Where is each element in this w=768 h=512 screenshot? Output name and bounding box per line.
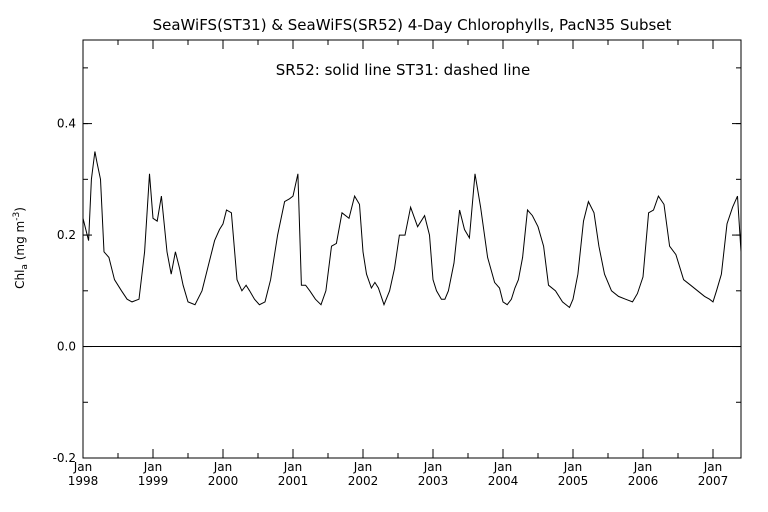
x-tick-year-label: 2005 — [558, 474, 589, 488]
y-tick-label: 0.4 — [57, 117, 76, 131]
x-tick-month-label: Jan — [563, 460, 583, 474]
series-layer — [82, 151, 742, 309]
y-axis-label-unit-close: ) — [13, 207, 27, 212]
x-tick-year-label: 1999 — [138, 474, 169, 488]
x-tick-year-label: 2006 — [628, 474, 659, 488]
plot-area: SR52: solid line ST31: dashed line -0.2 0… — [53, 39, 742, 488]
x-tick-month-label: Jan — [703, 460, 723, 474]
x-tick-year-label: 2003 — [418, 474, 449, 488]
y-axis-ticks: -0.2 0.0 0.2 0.4 — [53, 67, 741, 465]
x-tick-year-label: 2007 — [698, 474, 729, 488]
x-tick-year-label: 2000 — [208, 474, 239, 488]
x-tick-month-label: Jan — [353, 460, 373, 474]
x-tick-month-label: Jan — [73, 460, 93, 474]
x-axis-ticks: Jan1998Jan1999Jan2000Jan2001Jan2002Jan20… — [68, 40, 729, 488]
y-axis-label-superscript: -3 — [12, 212, 22, 221]
chart-title: SeaWiFS(ST31) & SeaWiFS(SR52) 4-Day Chlo… — [153, 16, 672, 34]
x-tick-month-label: Jan — [493, 460, 513, 474]
series-annotation: SR52: solid line ST31: dashed line — [276, 61, 531, 79]
y-axis-label: Chla (mg m-3) — [12, 207, 30, 289]
series-line-sr52 — [82, 151, 742, 309]
y-axis-label-subscript: a — [20, 264, 30, 270]
y-axis-label-unit: (mg m — [13, 221, 27, 264]
y-axis-label-main: Chl — [13, 270, 27, 289]
x-tick-month-label: Jan — [213, 460, 233, 474]
plot-frame — [82, 39, 742, 459]
y-tick-label: -0.2 — [53, 451, 76, 465]
y-tick-label: 0.0 — [57, 340, 76, 354]
x-tick-year-label: 2001 — [278, 474, 309, 488]
x-tick-year-label: 1998 — [68, 474, 99, 488]
y-tick-label: 0.2 — [57, 228, 76, 242]
x-tick-year-label: 2002 — [348, 474, 379, 488]
x-tick-year-label: 2004 — [488, 474, 519, 488]
x-tick-month-label: Jan — [633, 460, 653, 474]
x-tick-month-label: Jan — [423, 460, 443, 474]
x-tick-month-label: Jan — [283, 460, 303, 474]
x-tick-month-label: Jan — [143, 460, 163, 474]
